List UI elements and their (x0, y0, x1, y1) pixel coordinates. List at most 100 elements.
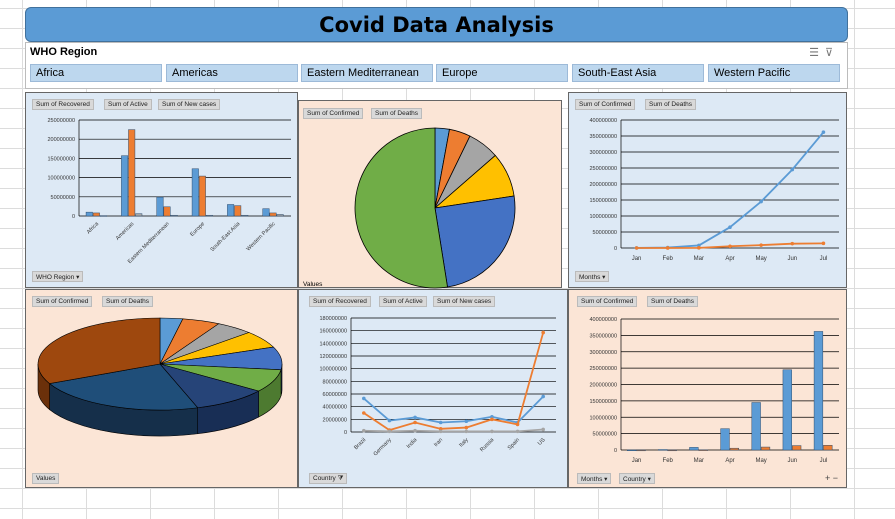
bar (234, 205, 242, 217)
series-line (636, 131, 825, 249)
field-button-new-cases[interactable]: Sum of New cases (433, 296, 496, 307)
region-bar-chart-panel[interactable]: Sum of Recovered Sum of Active Sum of Ne… (25, 92, 298, 288)
bar (823, 445, 833, 451)
slicer-item-europe[interactable]: Europe (436, 64, 568, 82)
slicer-item-africa[interactable]: Africa (30, 64, 162, 82)
y-tick-label: 0 (614, 246, 617, 252)
values-button[interactable]: Values (32, 473, 60, 484)
x-tick-label: Eastern Mediterranean (127, 221, 171, 265)
y-tick-label: 50000000 (593, 432, 617, 438)
bar (792, 445, 802, 451)
field-button-new-cases[interactable]: Sum of New cases (158, 99, 221, 110)
x-tick-label: Iran (433, 437, 444, 448)
y-tick-label: 60000000 (323, 392, 347, 398)
monthly-bar-chart-panel[interactable]: Sum of Confirmed Sum of Deaths 0 50000000… (568, 289, 847, 488)
data-point (790, 167, 795, 172)
slicer-item-americas[interactable]: Americas (166, 64, 298, 82)
series-line (363, 395, 544, 424)
field-button-confirmed[interactable]: Sum of Confirmed (575, 99, 636, 110)
filter-button-months[interactable]: Months ▾ (577, 473, 612, 484)
filter-button-months[interactable]: Months ▾ (575, 271, 610, 282)
bar (658, 449, 668, 451)
field-button-recovered[interactable]: Sum of Recovered (32, 99, 94, 110)
slicer-header: WHO Region (30, 46, 98, 58)
field-button-recovered[interactable]: Sum of Recovered (309, 296, 371, 307)
data-point (362, 411, 366, 415)
bar (227, 204, 235, 217)
confirmed-deaths-pie-panel[interactable]: Sum of Confirmed Sum of Deaths Values (298, 100, 562, 289)
field-button-deaths[interactable]: Sum of Deaths (647, 296, 698, 307)
y-tick-label: 350000000 (589, 333, 617, 339)
x-tick-label: Jul (820, 256, 828, 262)
y-tick-label: 400000000 (589, 118, 617, 124)
slicer-item-eastern-mediterranean[interactable]: Eastern Mediterranean (301, 64, 433, 82)
bar (698, 449, 708, 451)
expand-icon[interactable]: + (824, 473, 831, 483)
filter-label: Months (579, 274, 601, 281)
pie-3d-slice (37, 317, 161, 384)
y-tick-label: 40000000 (323, 405, 347, 411)
who-region-slicer[interactable]: WHO Region ☰⊽ Africa Americas Eastern Me… (25, 42, 848, 89)
y-tick-label: 100000000 (319, 367, 347, 373)
bar (813, 331, 824, 451)
y-tick-label: 140000000 (319, 341, 347, 347)
bar (156, 196, 164, 217)
field-button-confirmed[interactable]: Sum of Confirmed (32, 296, 93, 307)
pie-slice (354, 127, 448, 289)
bar (128, 129, 136, 217)
data-point (413, 420, 417, 425)
x-tick-label: Mar (694, 256, 704, 262)
y-tick-label: 400000000 (589, 317, 617, 323)
data-point (728, 225, 732, 229)
field-button-confirmed[interactable]: Sum of Confirmed (577, 296, 638, 307)
bar (241, 214, 249, 217)
data-point (464, 429, 469, 434)
y-tick-label: 200000000 (589, 383, 617, 389)
bar (191, 168, 199, 217)
bar (729, 447, 739, 451)
filter-button-country[interactable]: Country ▾ (619, 473, 655, 484)
data-point (515, 422, 520, 427)
bar (92, 212, 100, 217)
data-point (490, 417, 494, 422)
filter-button-country[interactable]: Country ⧩ (309, 473, 348, 484)
filter-label: WHO Region (36, 274, 75, 281)
monthly-line-chart-panel[interactable]: Sum of Confirmed Sum of Deaths 0 50000000… (568, 92, 847, 288)
bar (626, 449, 637, 451)
field-button-confirmed[interactable]: Sum of Confirmed (303, 108, 364, 119)
field-button-deaths[interactable]: Sum of Deaths (371, 108, 422, 119)
y-tick-label: 80000000 (323, 379, 347, 385)
data-point (515, 429, 520, 434)
bar (163, 206, 171, 217)
data-point (821, 241, 826, 246)
data-point (697, 246, 701, 250)
y-tick-label: 50000000 (593, 230, 617, 236)
expand-collapse-buttons[interactable]: + − (825, 473, 838, 483)
data-point (438, 427, 443, 431)
data-point (413, 415, 417, 420)
field-button-deaths[interactable]: Sum of Deaths (645, 99, 696, 110)
country-line-chart-panel[interactable]: Sum of Recovered Sum of Active Sum of Ne… (298, 289, 568, 488)
series-line (363, 428, 544, 433)
field-button-active[interactable]: Sum of Active (104, 99, 152, 110)
multi-select-icon[interactable]: ☰ (809, 47, 825, 59)
slicer-controls[interactable]: ☰⊽ (809, 46, 839, 59)
x-tick-label: Germany (373, 437, 393, 457)
data-point (362, 396, 366, 401)
filter-button-who-region[interactable]: WHO Region ▾ (32, 271, 84, 282)
x-tick-label: Apr (725, 458, 734, 464)
pie-3d-panel[interactable]: Sum of Confirmed Sum of Deaths Values (25, 289, 298, 488)
field-button-active[interactable]: Sum of Active (379, 296, 427, 307)
slicer-item-western-pacific[interactable]: Western Pacific (708, 64, 840, 82)
y-tick-label: 100000000 (47, 176, 75, 182)
data-point (362, 428, 366, 433)
y-tick-label: 150000000 (589, 198, 617, 204)
slicer-item-south-east-asia[interactable]: South-East Asia (572, 64, 704, 82)
x-tick-label: Italy (458, 437, 470, 449)
field-button-deaths[interactable]: Sum of Deaths (102, 296, 153, 307)
clear-filter-icon[interactable]: ⊽ (824, 47, 839, 59)
x-tick-label: Jan (632, 458, 642, 464)
collapse-icon[interactable]: − (832, 473, 838, 483)
x-tick-label: Spain (507, 437, 521, 451)
y-tick-label: 300000000 (589, 350, 617, 356)
